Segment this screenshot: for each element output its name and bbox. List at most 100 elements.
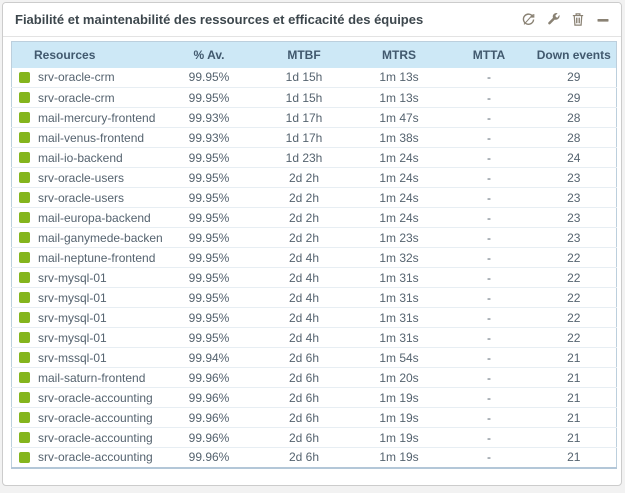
column-header-mtta[interactable]: MTTA [446,41,532,68]
down-events-cell: 21 [531,447,617,468]
status-up-icon [19,451,30,463]
availability-cell: 99.95% [161,67,257,88]
status-up-icon [19,352,30,363]
down-events-cell: 22 [531,267,617,288]
table-row: mail-mercury-frontend 99.93% 1d 17h 1m 4… [11,107,617,128]
mtta-cell: - [446,327,532,348]
trash-icon[interactable] [570,12,586,28]
mtta-cell: - [446,67,532,88]
down-events-cell: 21 [531,387,617,408]
availability-cell: 99.95% [161,287,257,308]
column-header-availability[interactable]: % Av. [161,41,257,68]
table-row: srv-mysql-01 99.95% 2d 4h 1m 31s - 22 [11,307,617,328]
table-row: mail-europa-backend 99.95% 2d 2h 1m 24s … [11,207,617,228]
resource-name: mail-europa-backend [38,210,151,225]
mtbf-cell: 2d 2h [256,207,352,228]
mtbf-cell: 2d 2h [256,227,352,248]
table-row: srv-mysql-01 99.95% 2d 4h 1m 31s - 22 [11,327,617,348]
widget-toolbar [520,12,611,28]
table-row: srv-oracle-accounting 99.96% 2d 6h 1m 19… [11,407,617,428]
mtbf-cell: 1d 15h [256,87,352,108]
mtta-cell: - [446,227,532,248]
status-up-icon [19,132,30,143]
column-header-mtbf[interactable]: MTBF [256,41,352,68]
table-row: mail-ganymede-backend 99.95% 2d 2h 1m 23… [11,227,617,248]
mtrs-cell: 1m 32s [351,247,447,268]
resource-name: srv-oracle-accounting [38,410,153,425]
resource-name: srv-mysql-01 [38,270,107,285]
table-row: srv-oracle-users 99.95% 2d 2h 1m 24s - 2… [11,167,617,188]
resource-cell: srv-oracle-accounting [11,387,162,408]
mtrs-cell: 1m 24s [351,187,447,208]
down-events-cell: 22 [531,247,617,268]
mtrs-cell: 1m 19s [351,407,447,428]
availability-cell: 99.95% [161,267,257,288]
mtbf-cell: 2d 2h [256,187,352,208]
column-header-down-events[interactable]: Down events [531,41,617,68]
resource-name: mail-mercury-frontend [38,110,156,125]
mtbf-cell: 2d 4h [256,287,352,308]
table-row: srv-oracle-crm 99.95% 1d 15h 1m 13s - 29 [11,67,617,88]
down-events-cell: 23 [531,207,617,228]
collapse-icon[interactable] [595,12,611,28]
resource-name: srv-oracle-crm [38,70,115,85]
down-events-cell: 24 [531,147,617,168]
down-events-cell: 23 [531,227,617,248]
resource-cell: srv-mysql-01 [11,287,162,308]
mtrs-cell: 1m 47s [351,107,447,128]
mtrs-cell: 1m 54s [351,347,447,368]
status-up-icon [19,152,30,163]
status-up-icon [19,312,30,323]
resource-cell: srv-mssql-01 [11,347,162,368]
resource-cell: mail-mercury-frontend [11,107,162,128]
mtta-cell: - [446,427,532,448]
resource-name: srv-oracle-users [38,170,125,185]
table-row: srv-mssql-01 99.94% 2d 6h 1m 54s - 21 [11,347,617,368]
availability-cell: 99.94% [161,347,257,368]
resource-cell: srv-mysql-01 [11,267,162,288]
down-events-cell: 22 [531,307,617,328]
resource-cell: srv-oracle-accounting [11,447,162,468]
table-row: srv-oracle-accounting 99.96% 2d 6h 1m 19… [11,447,617,468]
refresh-icon[interactable] [520,12,536,28]
mtta-cell: - [446,387,532,408]
mtta-cell: - [446,147,532,168]
resource-name: srv-mysql-01 [38,290,107,305]
status-up-icon [19,172,30,183]
resource-name: mail-neptune-frontend [38,250,156,265]
mtta-cell: - [446,367,532,388]
resource-cell: srv-oracle-accounting [11,407,162,428]
mtta-cell: - [446,127,532,148]
availability-cell: 99.95% [161,147,257,168]
resource-cell: srv-mysql-01 [11,327,162,348]
mtrs-cell: 1m 38s [351,127,447,148]
status-up-icon [19,332,30,343]
mtbf-cell: 2d 6h [256,387,352,408]
down-events-cell: 22 [531,287,617,308]
column-header-resources[interactable]: Resources [11,41,162,68]
down-events-cell: 21 [531,407,617,428]
column-header-mtrs[interactable]: MTRS [351,41,447,68]
table-row: srv-oracle-accounting 99.96% 2d 6h 1m 19… [11,387,617,408]
wrench-icon[interactable] [545,12,561,28]
table-row: srv-mysql-01 99.95% 2d 4h 1m 31s - 22 [11,267,617,288]
mtrs-cell: 1m 31s [351,307,447,328]
resource-cell: mail-ganymede-backend [11,227,162,248]
mtrs-cell: 1m 31s [351,287,447,308]
down-events-cell: 28 [531,107,617,128]
mtbf-cell: 2d 6h [256,347,352,368]
resource-cell: srv-mysql-01 [11,307,162,328]
status-up-icon [19,292,30,303]
availability-cell: 99.96% [161,447,257,468]
availability-cell: 99.95% [161,327,257,348]
down-events-cell: 21 [531,367,617,388]
mtrs-cell: 1m 13s [351,87,447,108]
status-up-icon [19,432,30,443]
mtrs-cell: 1m 31s [351,267,447,288]
down-events-cell: 28 [531,127,617,148]
down-events-cell: 21 [531,347,617,368]
mtrs-cell: 1m 24s [351,167,447,188]
mtrs-cell: 1m 19s [351,447,447,468]
resource-name: srv-mysql-01 [38,310,107,325]
